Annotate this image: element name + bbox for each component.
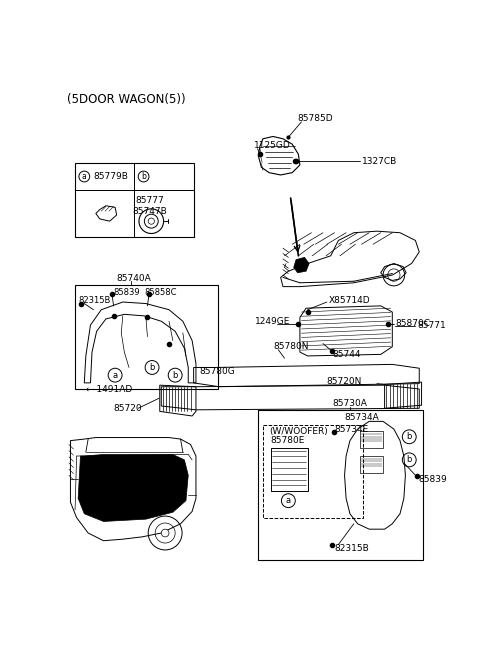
Text: 85747B: 85747B bbox=[132, 207, 167, 216]
Text: a: a bbox=[82, 172, 87, 181]
Text: 85744: 85744 bbox=[332, 350, 361, 359]
Text: 85730A: 85730A bbox=[332, 399, 367, 408]
Text: a: a bbox=[286, 496, 291, 505]
Text: 85839: 85839 bbox=[114, 287, 140, 297]
Text: 85870C: 85870C bbox=[396, 319, 431, 328]
Text: 1125GD: 1125GD bbox=[254, 141, 290, 150]
Circle shape bbox=[161, 529, 169, 537]
Text: (W/WOOFER): (W/WOOFER) bbox=[269, 427, 328, 436]
Text: 85734A: 85734A bbox=[345, 413, 379, 422]
Text: 85858C: 85858C bbox=[144, 287, 177, 297]
Bar bbox=[75, 163, 194, 237]
Text: 85780E: 85780E bbox=[271, 436, 305, 445]
Text: X85714D: X85714D bbox=[328, 296, 370, 305]
Text: 1327CB: 1327CB bbox=[361, 157, 397, 165]
Text: 85785D: 85785D bbox=[298, 114, 333, 123]
Text: b: b bbox=[149, 363, 155, 372]
Text: b: b bbox=[407, 432, 412, 441]
Text: 85777: 85777 bbox=[135, 196, 164, 205]
Text: b: b bbox=[172, 371, 178, 380]
Text: 85779B: 85779B bbox=[94, 172, 129, 181]
Bar bbox=[75, 285, 217, 389]
Text: 1249GE: 1249GE bbox=[255, 317, 290, 326]
Bar bbox=[258, 410, 423, 560]
Polygon shape bbox=[294, 257, 309, 273]
Text: a: a bbox=[112, 371, 118, 380]
Bar bbox=[360, 432, 383, 448]
Text: 82315B: 82315B bbox=[78, 296, 110, 305]
Text: 85771: 85771 bbox=[417, 321, 446, 331]
Text: 85780N: 85780N bbox=[273, 342, 309, 351]
Text: 85734E: 85734E bbox=[335, 424, 369, 434]
Bar bbox=[263, 425, 363, 518]
Text: b: b bbox=[407, 455, 412, 464]
Text: 85780G: 85780G bbox=[200, 367, 236, 376]
Text: ← 1491AD: ← 1491AD bbox=[86, 385, 132, 394]
Text: 85740A: 85740A bbox=[117, 274, 151, 283]
Text: b: b bbox=[141, 172, 146, 181]
Polygon shape bbox=[78, 455, 188, 522]
Text: (5DOOR WAGON(5)): (5DOOR WAGON(5)) bbox=[67, 92, 186, 106]
Text: 85720N: 85720N bbox=[327, 377, 362, 386]
Text: 85720: 85720 bbox=[114, 404, 142, 413]
Text: 82315B: 82315B bbox=[335, 544, 369, 553]
Bar bbox=[360, 456, 383, 473]
Text: 85839: 85839 bbox=[419, 475, 447, 483]
